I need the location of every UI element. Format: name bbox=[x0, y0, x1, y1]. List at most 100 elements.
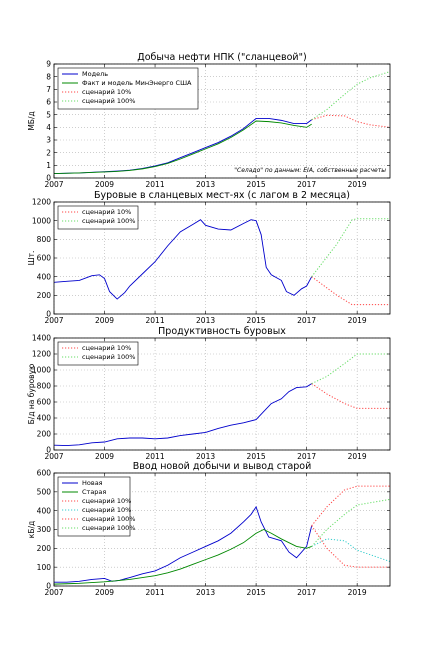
y-axis-label: Шт. bbox=[27, 251, 36, 266]
x-tick-label: 2015 bbox=[247, 452, 266, 461]
x-tick-label: 2019 bbox=[348, 180, 367, 189]
y-tick-label: 6 bbox=[46, 98, 51, 107]
x-tick-label: 2015 bbox=[247, 316, 266, 325]
series-line-3 bbox=[311, 353, 390, 385]
y-tick-label: 7 bbox=[46, 85, 51, 94]
chart-panel-4: 0 100 200 300 400 500 600 2007 2009 2011 2013 2015 2… bbox=[27, 461, 391, 597]
y-tick-label: 0 bbox=[46, 174, 51, 183]
legend-entry: сценарий 10% bbox=[82, 506, 131, 514]
y-tick-label: 4 bbox=[46, 123, 51, 132]
x-tick-label: 2013 bbox=[196, 180, 215, 189]
y-tick-label: 1 bbox=[46, 161, 51, 170]
legend-entry: сценарий 100% bbox=[82, 515, 135, 523]
y-tick-label: 200 bbox=[37, 291, 52, 300]
legend-entry: сценарий 10% bbox=[82, 344, 131, 352]
y-axis-label: кБ/д bbox=[27, 521, 36, 538]
series-line-2 bbox=[53, 528, 312, 585]
y-tick-label: 600 bbox=[37, 469, 52, 478]
series-line-1 bbox=[54, 505, 313, 583]
plot-frame bbox=[53, 63, 391, 179]
x-tick-label: 2017 bbox=[297, 316, 316, 325]
x-tick-label: 2009 bbox=[95, 316, 114, 325]
y-tick-label: 3 bbox=[46, 136, 51, 145]
y-tick-label: 800 bbox=[37, 382, 52, 391]
series-line-3 bbox=[311, 525, 390, 568]
series-line-4 bbox=[311, 538, 391, 562]
x-tick-label: 2015 bbox=[247, 180, 266, 189]
y-tick-label: 100 bbox=[37, 563, 52, 572]
y-tick-label: 1000 bbox=[32, 366, 51, 375]
y-tick-label: 400 bbox=[37, 414, 52, 423]
y-tick-label: 800 bbox=[37, 235, 52, 244]
x-tick-label: 2019 bbox=[348, 588, 367, 597]
y-tick-label: 2 bbox=[46, 148, 51, 157]
x-tick-label: 2011 bbox=[146, 588, 165, 597]
series-line-6 bbox=[311, 498, 391, 547]
y-tick-label: 0 bbox=[46, 582, 51, 591]
legend-entry: сценарий 10% bbox=[82, 88, 131, 96]
series-line-4 bbox=[311, 71, 391, 121]
y-tick-label: 200 bbox=[37, 430, 52, 439]
y-axis-label: МБ/д bbox=[27, 111, 36, 130]
legend-entry: Старая bbox=[82, 488, 106, 496]
x-tick-label: 2007 bbox=[44, 316, 63, 325]
legend-box bbox=[57, 476, 131, 537]
x-tick-label: 2009 bbox=[95, 588, 114, 597]
x-tick-label: 2017 bbox=[297, 452, 316, 461]
chart-panel-1: 0 1 2 3 4 5 6 7 8 9 2007 2009 2011 2013 2015 2017 2019 До… bbox=[27, 52, 391, 189]
y-tick-label: 200 bbox=[37, 544, 52, 553]
x-tick-label: 2007 bbox=[44, 180, 63, 189]
legend-entry: сценарий 100% bbox=[82, 97, 135, 105]
series-line-3 bbox=[311, 218, 390, 277]
x-tick-label: 2009 bbox=[95, 452, 114, 461]
series-line-2 bbox=[53, 120, 312, 175]
x-tick-label: 2011 bbox=[146, 316, 165, 325]
series-line-5 bbox=[311, 485, 390, 527]
y-tick-label: 400 bbox=[37, 506, 52, 515]
x-tick-label: 2009 bbox=[95, 180, 114, 189]
chart-title: Добыча нефти НПК ("сланцевой") bbox=[137, 52, 306, 63]
x-tick-label: 2019 bbox=[348, 452, 367, 461]
y-tick-label: 1000 bbox=[32, 216, 51, 225]
x-tick-label: 2017 bbox=[297, 588, 316, 597]
series-line-3 bbox=[311, 114, 391, 128]
x-tick-label: 2011 bbox=[146, 452, 165, 461]
x-tick-label: 2017 bbox=[297, 180, 316, 189]
series-line-1 bbox=[53, 219, 313, 300]
x-tick-label: 2007 bbox=[44, 452, 63, 461]
y-tick-label: 500 bbox=[37, 487, 52, 496]
source-annotation: "Селадо" по данным: EIA, собственные рас… bbox=[234, 167, 386, 174]
y-tick-label: 400 bbox=[37, 272, 52, 281]
y-tick-label: 600 bbox=[37, 254, 52, 263]
legend-entry: сценарий 100% bbox=[82, 217, 135, 225]
legend-entry: Факт и модель МинЭнерго США bbox=[82, 79, 192, 87]
y-tick-label: 9 bbox=[46, 60, 51, 69]
plot-frame bbox=[53, 337, 391, 451]
chart-title: Продуктивность буровых bbox=[158, 326, 286, 337]
chart-title: Ввод новой добычи и вывод старой bbox=[133, 461, 312, 472]
legend-entry: Новая bbox=[82, 479, 103, 487]
legend-entry: сценарий 10% bbox=[82, 497, 131, 505]
legend-entry: сценарий 10% bbox=[82, 208, 131, 216]
y-tick-label: 1400 bbox=[32, 334, 51, 343]
chart-panel-2: 0 200 400 600 800 1000 1200 2007 2009 2011 2013 201… bbox=[27, 190, 391, 325]
x-tick-label: 2013 bbox=[196, 316, 215, 325]
y-tick-label: 300 bbox=[37, 525, 52, 534]
legend-box bbox=[57, 67, 199, 110]
x-tick-label: 2013 bbox=[196, 452, 215, 461]
x-tick-label: 2011 bbox=[146, 180, 165, 189]
y-tick-label: 1200 bbox=[32, 350, 51, 359]
x-tick-label: 2007 bbox=[44, 588, 63, 597]
x-tick-label: 2019 bbox=[348, 316, 367, 325]
series-line-2 bbox=[311, 383, 390, 409]
y-tick-label: 8 bbox=[46, 72, 51, 81]
y-tick-label: 0 bbox=[46, 446, 51, 455]
x-tick-label: 2015 bbox=[247, 588, 266, 597]
legend-entry: Модель bbox=[82, 70, 108, 78]
y-tick-label: 1200 bbox=[32, 198, 51, 207]
legend-entry: сценарий 100% bbox=[82, 524, 135, 532]
chart-panel-3: 0 200 400 600 800 1000 1200 1400 2007 2009 2011 201… bbox=[27, 326, 391, 461]
y-axis-label: Б/д на буровую bbox=[27, 364, 36, 425]
series-line-2 bbox=[311, 276, 390, 306]
